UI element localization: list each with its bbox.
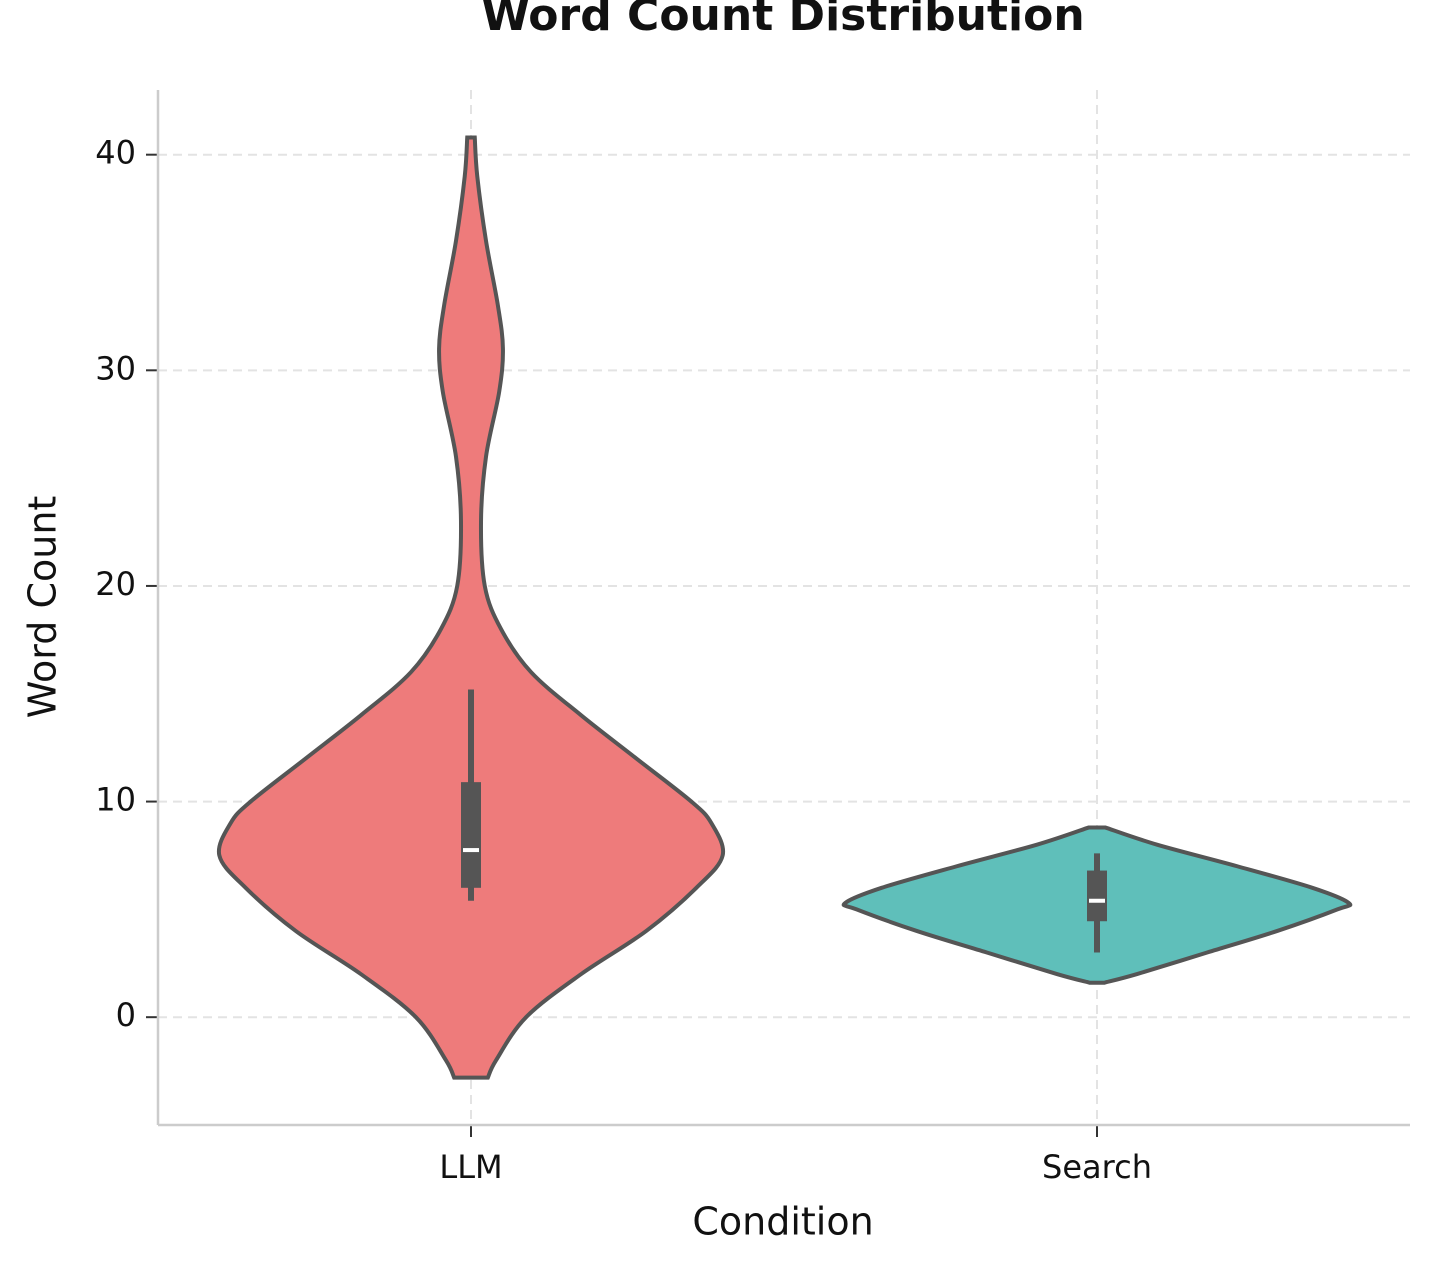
y-axis-label: Word Count [21,496,65,719]
y-tick-label: 30 [95,349,136,387]
chart-title: Word Count Distribution [481,0,1084,41]
y-tick-label: 40 [95,134,136,172]
x-tick-label: Search [1042,1148,1152,1186]
y-tick-label: 20 [95,565,136,603]
x-axis-label: Condition [692,1200,873,1244]
box [461,782,481,888]
y-tick-label: 10 [95,781,136,819]
box [1087,870,1107,922]
y-tick-label: 0 [116,996,136,1034]
x-tick-label: LLM [439,1148,502,1186]
violin [216,135,726,1080]
